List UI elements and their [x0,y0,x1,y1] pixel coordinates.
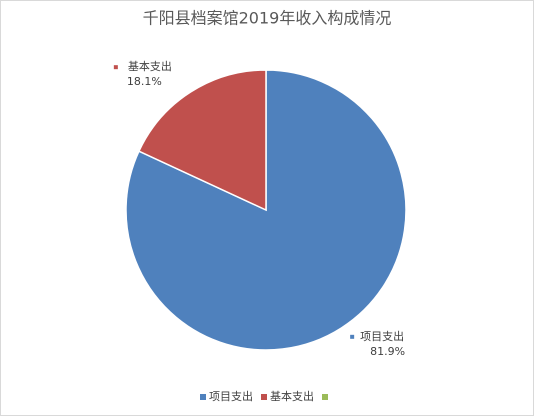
legend-label: 基本支出 [270,389,314,403]
data-category-label: 基本支出 [128,59,172,73]
legend-label: 项目支出 [209,389,253,403]
label-swatch [113,65,118,70]
pie-slice [137,69,267,212]
data-label: 81.9% [370,345,405,358]
data-category-label: 项目支出 [360,329,404,343]
legend-swatch [200,394,206,400]
legend-swatch [261,394,267,400]
data-label: 18.1% [127,75,162,88]
legend-swatch [322,394,328,400]
chart-title: 千阳县档案馆2019年收入构成情况 [143,9,392,28]
label-swatch [350,334,355,339]
